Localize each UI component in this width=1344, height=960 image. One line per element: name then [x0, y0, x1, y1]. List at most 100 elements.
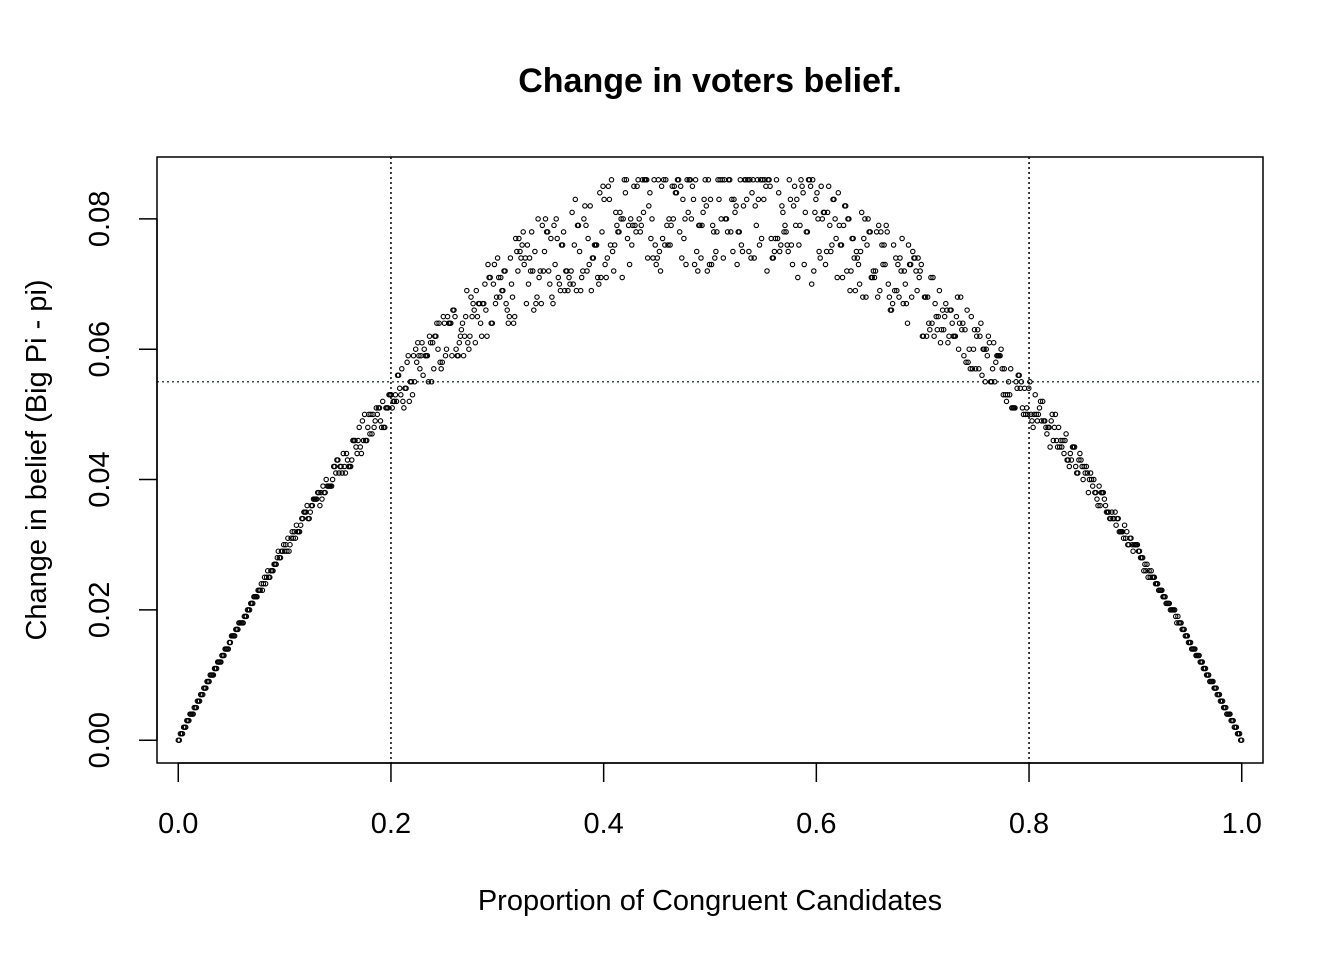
y-axis: 0.00 0.02 0.04 0.06 0.08: [84, 191, 158, 768]
data-point: [503, 300, 509, 307]
data-point: [790, 203, 797, 209]
data-point: [1071, 444, 1078, 450]
x-tick-label: 1.0: [1222, 808, 1262, 840]
data-point: [1121, 522, 1128, 528]
data-point: [359, 418, 366, 424]
data-point: [783, 229, 789, 235]
data-point: [749, 190, 755, 196]
data-point: [601, 196, 607, 203]
data-point: [498, 274, 504, 281]
data-point: [811, 268, 817, 274]
data-point: [509, 294, 516, 300]
data-point: [523, 300, 530, 307]
data-point: [560, 229, 567, 235]
data-point: [206, 678, 212, 685]
data-point: [862, 216, 868, 222]
data-point: [497, 294, 503, 300]
data-point: [1171, 607, 1178, 613]
data-point: [636, 216, 642, 222]
data-point: [1084, 470, 1091, 476]
data-point: [770, 255, 777, 261]
data-point: [1048, 418, 1054, 424]
data-point: [885, 281, 892, 287]
data-point: [260, 581, 267, 587]
data-point: [514, 248, 520, 255]
data-point: [704, 268, 711, 274]
data-point: [550, 300, 556, 307]
data-point: [957, 294, 964, 300]
data-point: [1042, 418, 1048, 424]
data-point: [1227, 711, 1233, 717]
data-point: [333, 470, 339, 476]
data-point: [1055, 424, 1062, 431]
data-point: [598, 274, 604, 281]
data-point: [1238, 737, 1245, 743]
data-point: [554, 235, 560, 242]
data-point: [851, 255, 857, 261]
data-point: [576, 248, 583, 255]
data-point: [577, 287, 584, 294]
reference-lines: [157, 157, 1263, 763]
data-point: [551, 222, 557, 229]
data-point: [873, 229, 880, 235]
data-point: [1077, 450, 1083, 457]
data-point: [292, 535, 299, 541]
data-point: [647, 190, 653, 196]
data-point: [582, 203, 588, 209]
data-point: [517, 248, 523, 255]
data-point: [1060, 437, 1066, 444]
data-point: [835, 190, 842, 196]
data-point: [917, 268, 923, 274]
data-point: [307, 509, 314, 515]
data-point: [547, 281, 553, 287]
data-point: [747, 177, 753, 183]
data-point: [730, 248, 736, 255]
data-point: [504, 307, 510, 313]
data-point: [534, 294, 540, 300]
data-point: [344, 457, 351, 463]
data-points: [175, 177, 1245, 743]
data-point: [650, 255, 656, 261]
data-point: [584, 268, 590, 274]
data-point: [600, 183, 606, 190]
data-point: [259, 587, 266, 594]
data-point: [1181, 626, 1187, 633]
data-point: [257, 587, 263, 594]
data-point: [685, 209, 691, 216]
data-point: [983, 346, 989, 352]
data-point: [816, 248, 822, 255]
data-point: [590, 255, 597, 261]
data-point: [1022, 411, 1029, 418]
data-point: [477, 320, 484, 326]
data-point: [797, 222, 803, 229]
data-point: [634, 183, 640, 190]
data-point: [920, 333, 927, 339]
data-point: [1059, 444, 1065, 450]
data-point: [290, 535, 296, 541]
data-point: [1141, 568, 1147, 574]
data-point: [1063, 431, 1069, 437]
data-point: [963, 359, 969, 366]
data-point: [495, 274, 502, 281]
data-point: [1085, 489, 1092, 496]
data-point: [842, 203, 849, 209]
data-point: [856, 281, 863, 287]
data-point: [1143, 568, 1149, 574]
data-point: [713, 248, 719, 255]
data-point: [557, 287, 564, 294]
data-point: [1166, 600, 1173, 607]
data-point: [930, 274, 936, 281]
data-point: [420, 372, 426, 379]
data-point: [537, 268, 543, 274]
data-point: [1088, 476, 1095, 483]
data-point: [923, 333, 930, 339]
data-point: [419, 339, 425, 346]
data-point: [959, 326, 965, 333]
data-point: [1013, 379, 1019, 385]
data-point: [1033, 411, 1040, 418]
data-point: [848, 268, 854, 274]
data-point: [1061, 450, 1067, 457]
data-point: [284, 548, 290, 554]
data-point: [964, 307, 970, 313]
